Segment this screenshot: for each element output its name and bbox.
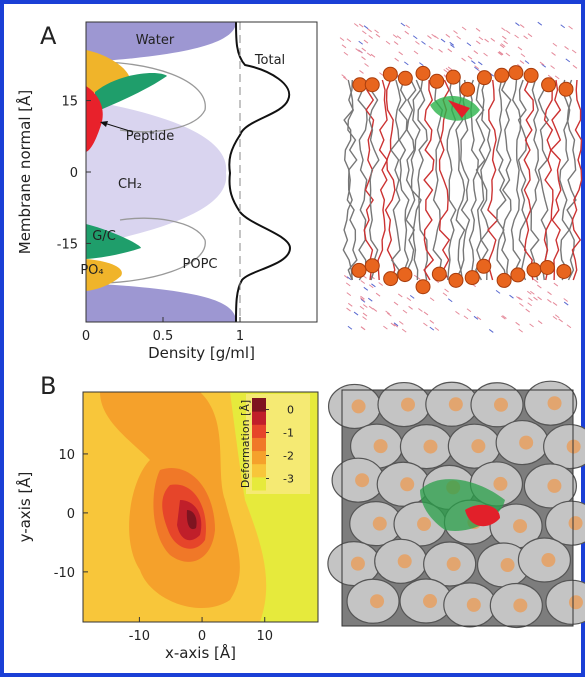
- colorbar-band: [252, 464, 266, 478]
- phosphate-bead: [423, 440, 437, 454]
- phosphate-bead: [430, 74, 444, 88]
- x-tick-label: 0.5: [153, 329, 174, 344]
- x-axis-label: x-axis [Å]: [165, 643, 236, 662]
- phosphate-bead: [497, 273, 511, 287]
- phosphate-bead: [449, 397, 463, 411]
- colorbar-tick-label: 0: [287, 404, 294, 417]
- phosphate-bead: [524, 68, 538, 82]
- phosphate-bead: [351, 557, 365, 571]
- phosphate-bead: [365, 78, 379, 92]
- y-tick-label: 10: [58, 448, 75, 463]
- region-label: CH₂: [118, 177, 142, 192]
- y-axis-label: Membrane normal [Å]: [15, 90, 34, 254]
- y-tick-label: 15: [61, 95, 78, 110]
- y-tick-label: -10: [54, 566, 75, 581]
- phosphate-bead: [370, 594, 384, 608]
- colorbar-tick-label: -3: [283, 473, 294, 486]
- phosphate-bead: [398, 71, 412, 85]
- phosphate-bead: [569, 595, 583, 609]
- x-tick-label: 0: [82, 329, 90, 344]
- phosphate-bead: [365, 259, 379, 273]
- x-axis-label: Density [g/ml]: [148, 344, 255, 362]
- phosphate-bead: [352, 263, 366, 277]
- phosphate-bead: [416, 280, 430, 294]
- phosphate-bead: [416, 66, 430, 80]
- x-tick-label: 10: [256, 629, 273, 644]
- phosphate-bead: [398, 268, 412, 282]
- panel-label: B: [40, 372, 56, 400]
- deformation-map: 0 -1 -2 -3 Deformation [Å]: [83, 392, 318, 622]
- phosphate-bead: [461, 82, 475, 96]
- phosphate-bead: [471, 439, 485, 453]
- phosphate-bead: [353, 78, 367, 92]
- colorbar-band: [252, 398, 266, 412]
- y-tick-label: 0: [70, 166, 78, 181]
- phosphate-bead: [567, 440, 581, 454]
- phosphate-bead: [401, 398, 415, 412]
- phosphate-bead: [501, 558, 515, 572]
- phosphate-bead: [495, 68, 509, 82]
- phosphate-bead: [384, 272, 398, 286]
- colorbar-band: [252, 477, 266, 491]
- colorbar-band: [252, 451, 266, 465]
- colorbar-tick-label: -1: [283, 427, 294, 440]
- phosphate-bead: [527, 263, 541, 277]
- phosphate-bead: [519, 436, 533, 450]
- phosphate-bead: [511, 268, 525, 282]
- phosphate-bead: [477, 71, 491, 85]
- phosphate-bead: [547, 479, 561, 493]
- phosphate-bead: [540, 260, 554, 274]
- phosphate-bead: [467, 598, 481, 612]
- phosphate-bead: [423, 594, 437, 608]
- phosphate-bead: [559, 82, 573, 96]
- phosphate-bead: [383, 67, 397, 81]
- phosphate-bead: [548, 396, 562, 410]
- panel-label: A: [40, 22, 57, 50]
- x-tick-label: 1: [236, 329, 244, 344]
- region-label: Water: [136, 33, 175, 48]
- y-tick-label: 0: [67, 507, 75, 522]
- phosphate-bead: [374, 439, 388, 453]
- phosphate-bead: [400, 477, 414, 491]
- region-label: G/C: [92, 229, 116, 244]
- phosphate-bead: [447, 557, 461, 571]
- x-tick-label: 0: [198, 629, 206, 644]
- phosphate-bead: [493, 477, 507, 491]
- phosphate-bead: [417, 517, 431, 531]
- region-label: Total: [254, 53, 285, 68]
- phosphate-bead: [352, 399, 366, 413]
- colorbar-band: [252, 411, 266, 425]
- phosphate-bead: [541, 553, 555, 567]
- phosphate-bead: [449, 273, 463, 287]
- phosphate-bead: [355, 473, 369, 487]
- phosphate-bead: [494, 398, 508, 412]
- region-label: Peptide: [126, 129, 175, 144]
- figure: A B 0 -1 -2 -3 Deformation [Å] 0 0.5 1 -15 0 15 De…: [0, 0, 585, 677]
- phosphate-bead: [513, 598, 527, 612]
- phosphate-bead: [477, 259, 491, 273]
- phosphate-bead: [569, 516, 583, 530]
- region-label: PO₄: [80, 263, 103, 278]
- phosphate-bead: [398, 554, 412, 568]
- y-axis-label: y-axis [Å]: [15, 472, 34, 543]
- colorbar-band: [252, 437, 266, 451]
- phosphate-bead: [446, 70, 460, 84]
- phosphate-bead: [373, 517, 387, 531]
- x-tick-label: -10: [129, 629, 150, 644]
- surface-snapshot: [328, 381, 585, 627]
- phosphate-bead: [513, 519, 527, 533]
- phosphate-bead: [432, 267, 446, 281]
- y-tick-label: -15: [57, 237, 78, 252]
- colorbar-title: Deformation [Å]: [239, 400, 252, 488]
- phosphate-bead: [509, 66, 523, 80]
- phosphate-bead: [557, 264, 571, 278]
- phosphate-bead: [542, 78, 556, 92]
- phosphate-bead: [465, 271, 479, 285]
- colorbar-tick-label: -2: [283, 450, 294, 463]
- colorbar-band: [252, 424, 266, 438]
- region-label: POPC: [183, 257, 218, 272]
